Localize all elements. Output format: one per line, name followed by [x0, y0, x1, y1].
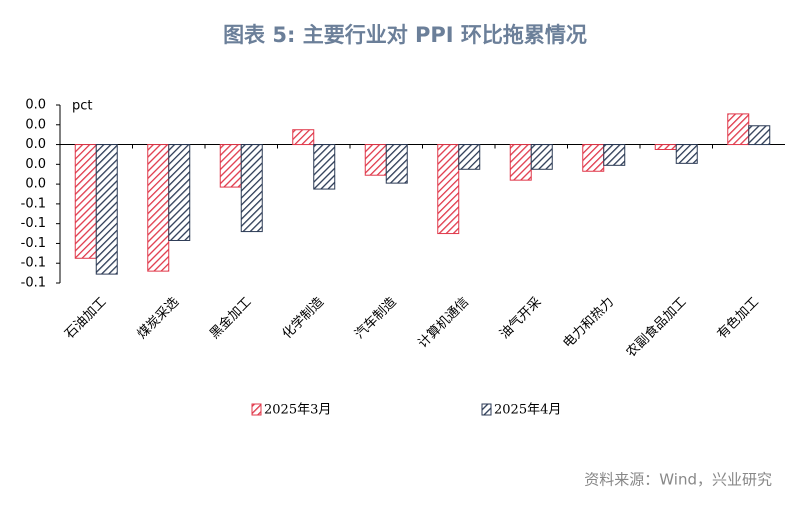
- y-tick-label: 0.0: [25, 137, 46, 152]
- y-tick-label: -0.1: [21, 196, 46, 211]
- x-tick-label: 油气开采: [496, 294, 544, 342]
- x-tick-label: 农副食品加工: [623, 294, 689, 360]
- x-tick-label: 汽车制造: [351, 294, 399, 342]
- bar: [748, 125, 771, 146]
- bar: [313, 144, 336, 190]
- x-tick-label: 黑金加工: [206, 294, 254, 342]
- legend-label: 2025年3月: [264, 403, 331, 418]
- y-tick-label: 0.0: [25, 157, 46, 172]
- bar: [292, 129, 315, 146]
- legend-swatch: [481, 403, 492, 416]
- legend-label: 2025年4月: [494, 403, 561, 418]
- y-tick-label: -0.1: [21, 276, 46, 291]
- bar: [147, 144, 170, 272]
- bar: [603, 144, 626, 166]
- x-tick-label: 石油加工: [62, 295, 109, 342]
- y-tick-label: 0.0: [25, 98, 46, 113]
- bar: [364, 144, 387, 176]
- y-tick-label: -0.1: [21, 256, 46, 271]
- source: 资料来源：Wind，兴业研究: [584, 471, 772, 489]
- x-tick-label: 化学制造: [279, 294, 327, 342]
- legend-swatch: [251, 403, 262, 416]
- x-tick-label: 有色加工: [714, 294, 762, 342]
- bar: [168, 144, 191, 241]
- y-axis-label: pct: [72, 99, 93, 114]
- y-tick-label: -0.1: [21, 236, 46, 251]
- bar: [240, 144, 263, 233]
- bar: [582, 144, 605, 172]
- chart-title: 图表 5: 主要行业对 PPI 环比拖累情况: [223, 23, 587, 47]
- x-tick-label: 煤炭采选: [135, 295, 182, 342]
- bar: [509, 144, 532, 181]
- bar: [219, 144, 242, 188]
- bar: [654, 144, 677, 151]
- x-tick-label: 电力和热力: [560, 295, 617, 352]
- y-tick-label: 0.0: [25, 117, 46, 132]
- bar: [437, 144, 460, 235]
- x-tick-label: 计算机通信: [415, 295, 472, 352]
- bar: [530, 144, 553, 170]
- y-tick-label: -0.1: [21, 216, 46, 231]
- bar: [385, 144, 408, 184]
- bar: [458, 144, 481, 170]
- bar: [74, 144, 97, 259]
- bar: [675, 144, 698, 164]
- bar: [727, 113, 750, 146]
- bar: [95, 144, 118, 275]
- y-tick-label: 0.0: [25, 177, 46, 192]
